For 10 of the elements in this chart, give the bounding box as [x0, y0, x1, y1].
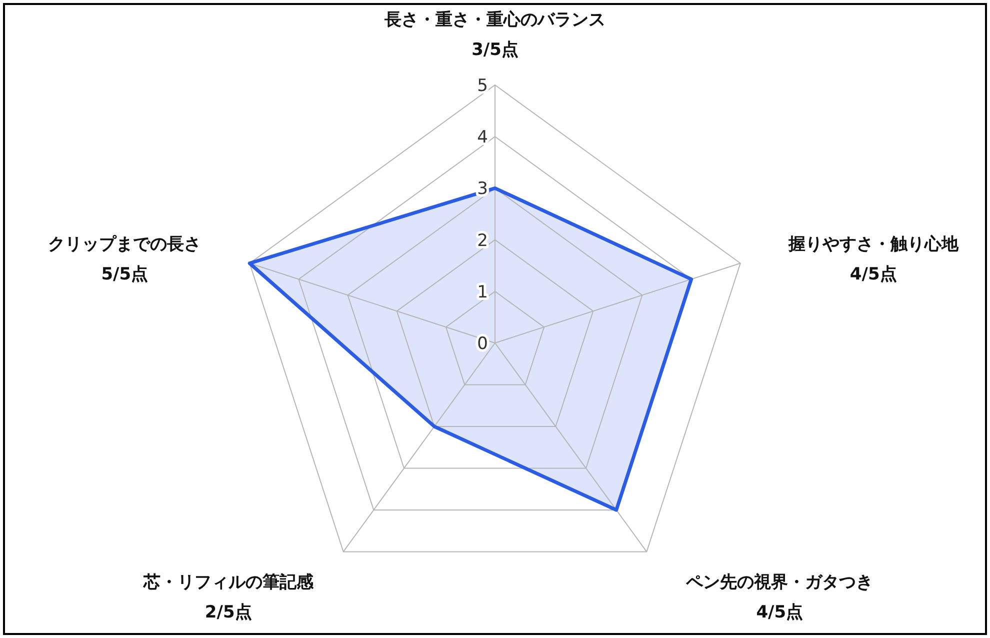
y-tick-label: 2 — [477, 230, 488, 251]
y-tick-label: 4 — [477, 128, 488, 148]
spoke-label: 芯・リフィルの筆記感 2/5点 — [142, 572, 314, 623]
spoke-label: 握りやすさ・触り心地 4/5点 — [787, 234, 960, 284]
y-tick-label: 0 — [477, 334, 488, 354]
y-tick-label: 1 — [477, 282, 488, 302]
y-tick-label: 5 — [477, 76, 488, 96]
spoke-label: ペン先の視界・ガタつき 4/5点 — [685, 572, 874, 623]
spoke-label: 長さ・重さ・重心のバランス 3/5点 — [384, 10, 606, 60]
spoke-label: クリップまでの長さ 5/5点 — [48, 234, 202, 284]
